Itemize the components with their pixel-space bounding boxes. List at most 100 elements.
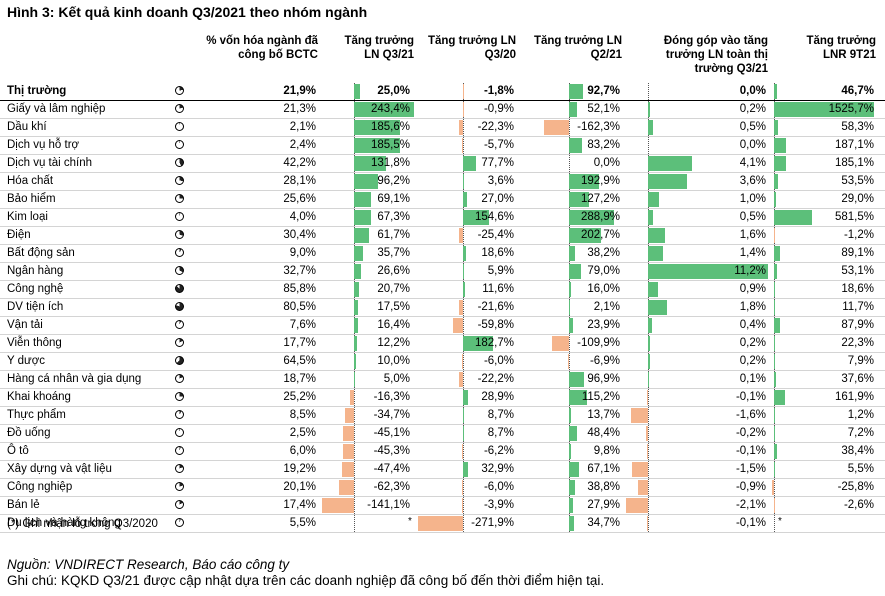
contrib-bar [626, 498, 648, 513]
lnr-value: 581,5% [834, 211, 874, 223]
contrib-value: 0,2% [739, 103, 766, 115]
cap-value: 32,7% [283, 265, 316, 277]
q321-value: -45,3% [373, 445, 410, 457]
sector-name: Dịch vụ tài chính [7, 157, 93, 169]
q320-axis [463, 353, 464, 370]
q321-value: 96,2% [377, 175, 410, 187]
lnr-bar [774, 282, 776, 297]
sector-name: Công nghệ [7, 283, 64, 295]
lnr-bar [774, 174, 778, 189]
q321-value: 17,5% [377, 301, 410, 313]
lnr-value: 37,6% [841, 373, 874, 385]
q320-value: 154,6% [474, 211, 514, 223]
q321-value: 16,4% [377, 319, 410, 331]
cap-value: 30,4% [283, 229, 316, 241]
contrib-bar [648, 264, 768, 279]
q321-bar [342, 426, 354, 441]
q321-bar [354, 372, 356, 387]
table-row: Đồ uống 2,5% -45,1% 8,7% 48,4% -0,2% 7,2% [0, 425, 885, 443]
cap-pie-icon [175, 104, 184, 113]
cap-value: 6,0% [289, 445, 316, 457]
q320-value: -25,4% [477, 229, 514, 241]
cap-value: 4,0% [289, 211, 316, 223]
q321-axis [354, 479, 355, 496]
q320-bar [459, 300, 463, 315]
contrib-value: 1,6% [739, 229, 766, 241]
q320-bar [463, 174, 464, 189]
q321-axis [354, 461, 355, 478]
q321-value: 185,5% [370, 139, 410, 151]
contrib-bar [646, 390, 648, 405]
table-row: Giấy và lâm nghiệp 21,3% 243,4% -0,9% 52,1% 0… [0, 101, 885, 119]
lnr-value: 46,7% [841, 85, 874, 97]
q221-bar [569, 372, 585, 387]
table-row: Viễn thông 17,7% 12,2% 182,7% -109,9% 0,2% 22,… [0, 335, 885, 353]
table-row: Dịch vụ hỗ trợ 2,4% 185,5% -5,7% 83,2% 0,0% 18… [0, 137, 885, 155]
header-q321-line: Tăng trưởng [344, 35, 414, 47]
q320-bar [463, 264, 464, 279]
q320-value: 8,7% [487, 427, 514, 439]
q320-value: -22,2% [477, 373, 514, 385]
q320-axis [463, 371, 464, 388]
q320-value: 5,9% [487, 265, 514, 277]
q321-bar [349, 390, 354, 405]
cap-value: 2,5% [289, 427, 316, 439]
q321-value: 243,4% [370, 103, 410, 115]
table-row: Vận tải 7,6% 16,4% -59,8% 23,9% 0,4% 87,9% [0, 317, 885, 335]
q221-value: 288,9% [580, 211, 620, 223]
sector-name: Khai khoáng [7, 391, 71, 403]
q320-value: -59,8% [477, 319, 514, 331]
q321-bar [354, 300, 359, 315]
sector-name: Viễn thông [7, 337, 62, 349]
q321-bar [354, 228, 370, 243]
lnr-value: 5,5% [847, 463, 874, 475]
lnr-bar [774, 192, 776, 207]
lnr-axis [774, 497, 775, 514]
cap-value: 19,2% [283, 463, 316, 475]
footnote: (*) Ghi nhận lỗ trong Q3/2020 [7, 518, 158, 530]
q321-value: 185,6% [370, 121, 410, 133]
contrib-value: -0,1% [735, 517, 766, 529]
contrib-axis [648, 443, 649, 460]
q320-bar [463, 246, 467, 261]
sector-name: Bất động sản [7, 247, 75, 259]
q221-value: 192,9% [580, 175, 620, 187]
lnr-bar [774, 156, 787, 171]
sector-name: Kim loại [7, 211, 48, 223]
contrib-value: 0,1% [739, 373, 766, 385]
q321-value: 26,6% [377, 265, 410, 277]
q221-axis [569, 119, 570, 136]
q321-value: -45,1% [373, 427, 410, 439]
contrib-bar [630, 408, 648, 423]
contrib-bar [648, 246, 663, 261]
q321-bar [354, 84, 361, 99]
lnr-value: 53,1% [841, 265, 874, 277]
q321-bar [345, 408, 354, 423]
lnr-value: 1525,7% [828, 103, 874, 115]
cap-pie-icon [175, 374, 184, 383]
q320-value: -0,9% [483, 103, 514, 115]
q221-bar [569, 408, 572, 423]
contrib-bar [648, 120, 654, 135]
cap-pie-icon [175, 158, 184, 167]
table-row: Ngân hàng 32,7% 26,6% 5,9% 79,0% 11,2% 53,1% [0, 263, 885, 281]
q320-axis [463, 119, 464, 136]
q321-value: 20,7% [377, 283, 410, 295]
q221-value: 48,4% [587, 427, 620, 439]
header-lnr-line: LNR 9T21 [822, 49, 876, 61]
header-q221-line: Tăng trưởng LN [533, 35, 622, 47]
lnr-value: -25,8% [837, 481, 874, 493]
lnr-value: 11,7% [842, 301, 874, 313]
q320-bar [463, 156, 476, 171]
q320-value: -21,6% [477, 301, 514, 313]
results-table: Thị trường 21,9% 25,0% -1,8% 92,7% 0,0% 46,7% G… [0, 83, 885, 533]
sector-name: Bảo hiểm [7, 193, 56, 205]
q320-bar [463, 336, 494, 351]
q221-value: -109,9% [577, 337, 620, 349]
table-row: Khai khoáng 25,2% -16,3% 28,9% 115,2% -0,1% 16… [0, 389, 885, 407]
cap-pie-icon [175, 194, 184, 203]
q221-bar [569, 282, 572, 297]
cap-value: 2,4% [289, 139, 316, 151]
q320-axis [463, 317, 464, 334]
sector-name: Thị trường [7, 85, 67, 97]
